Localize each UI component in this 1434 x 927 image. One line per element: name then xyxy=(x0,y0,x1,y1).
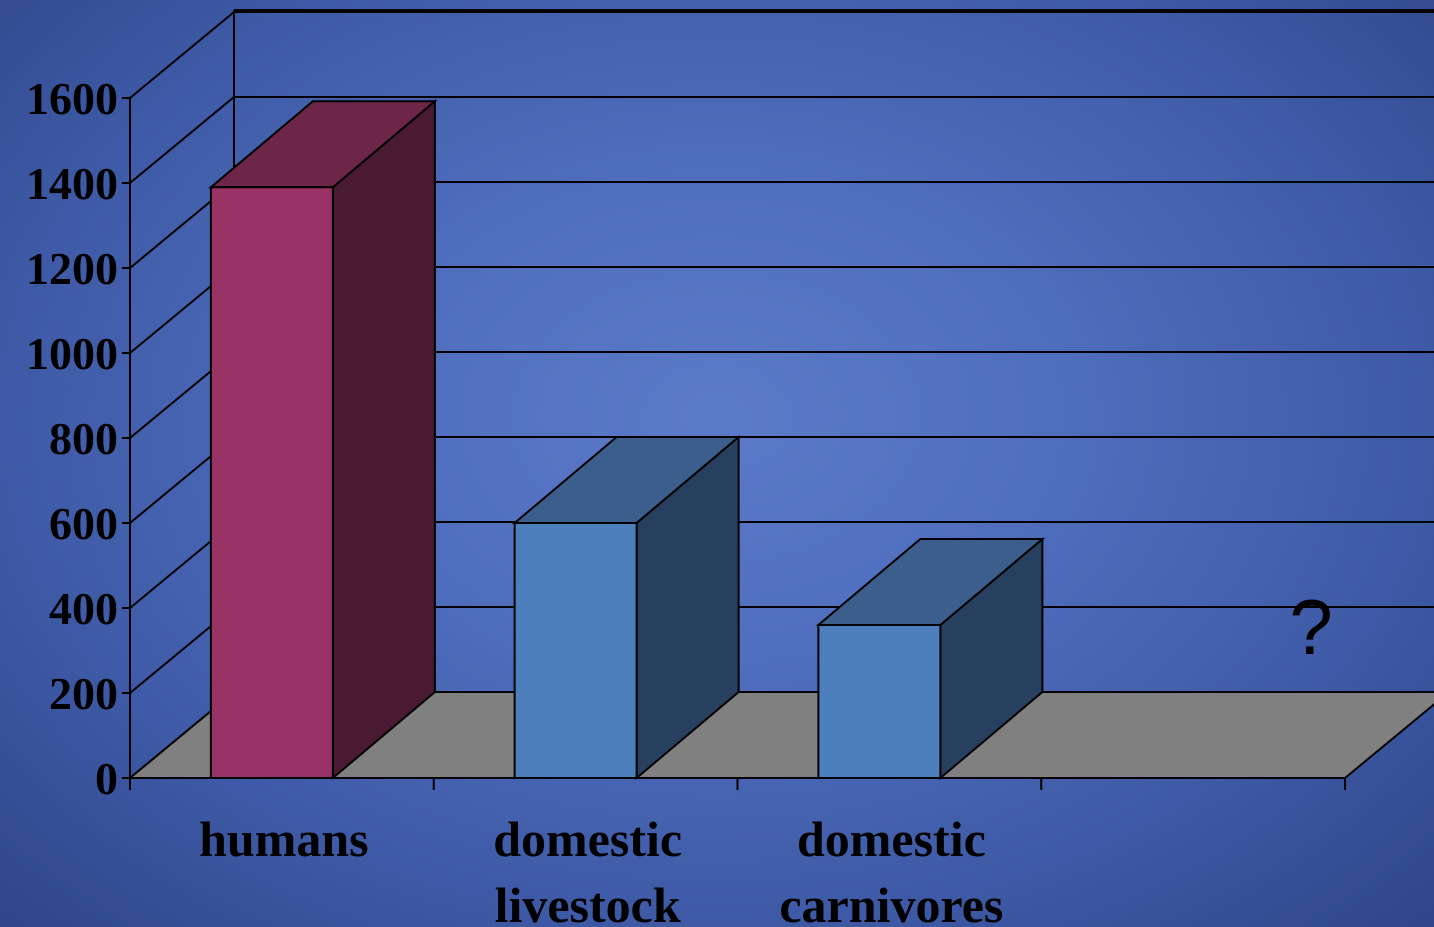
bar-front-face xyxy=(817,624,942,779)
annotation-question-mark: ? xyxy=(1289,583,1332,671)
bar-front-face xyxy=(513,522,638,779)
y-tick-label: 0 xyxy=(95,753,118,804)
axis-layer xyxy=(122,97,1346,790)
y-tick-label: 600 xyxy=(49,498,118,549)
y-tick-label: 200 xyxy=(49,668,118,719)
y-tick-label: 800 xyxy=(49,413,118,464)
x-category-label: livestock xyxy=(495,877,681,927)
bar-1 xyxy=(511,434,742,781)
gridline-side xyxy=(129,96,235,184)
gridline-side xyxy=(129,11,235,99)
x-category-label: domestic xyxy=(797,811,986,867)
bar-2 xyxy=(815,536,1046,781)
y-tick-label: 1600 xyxy=(26,73,118,124)
y-tick-label: 1000 xyxy=(26,328,118,379)
bar-0 xyxy=(208,99,438,781)
bar-side-face xyxy=(331,99,436,781)
y-tick-label: 400 xyxy=(49,583,118,634)
y-tick-label: 1400 xyxy=(26,158,118,209)
x-category-label: humans xyxy=(199,811,369,867)
bars-layer xyxy=(208,99,1046,781)
x-category-label: carnivores xyxy=(779,877,1003,927)
x-category-label: domestic xyxy=(493,811,682,867)
bar-front-face xyxy=(209,186,334,779)
labels-layer: 0 200 400 600 800 1000 1200 1400 1600 humans domes… xyxy=(26,73,1333,927)
y-tick-label: 1200 xyxy=(26,243,118,294)
